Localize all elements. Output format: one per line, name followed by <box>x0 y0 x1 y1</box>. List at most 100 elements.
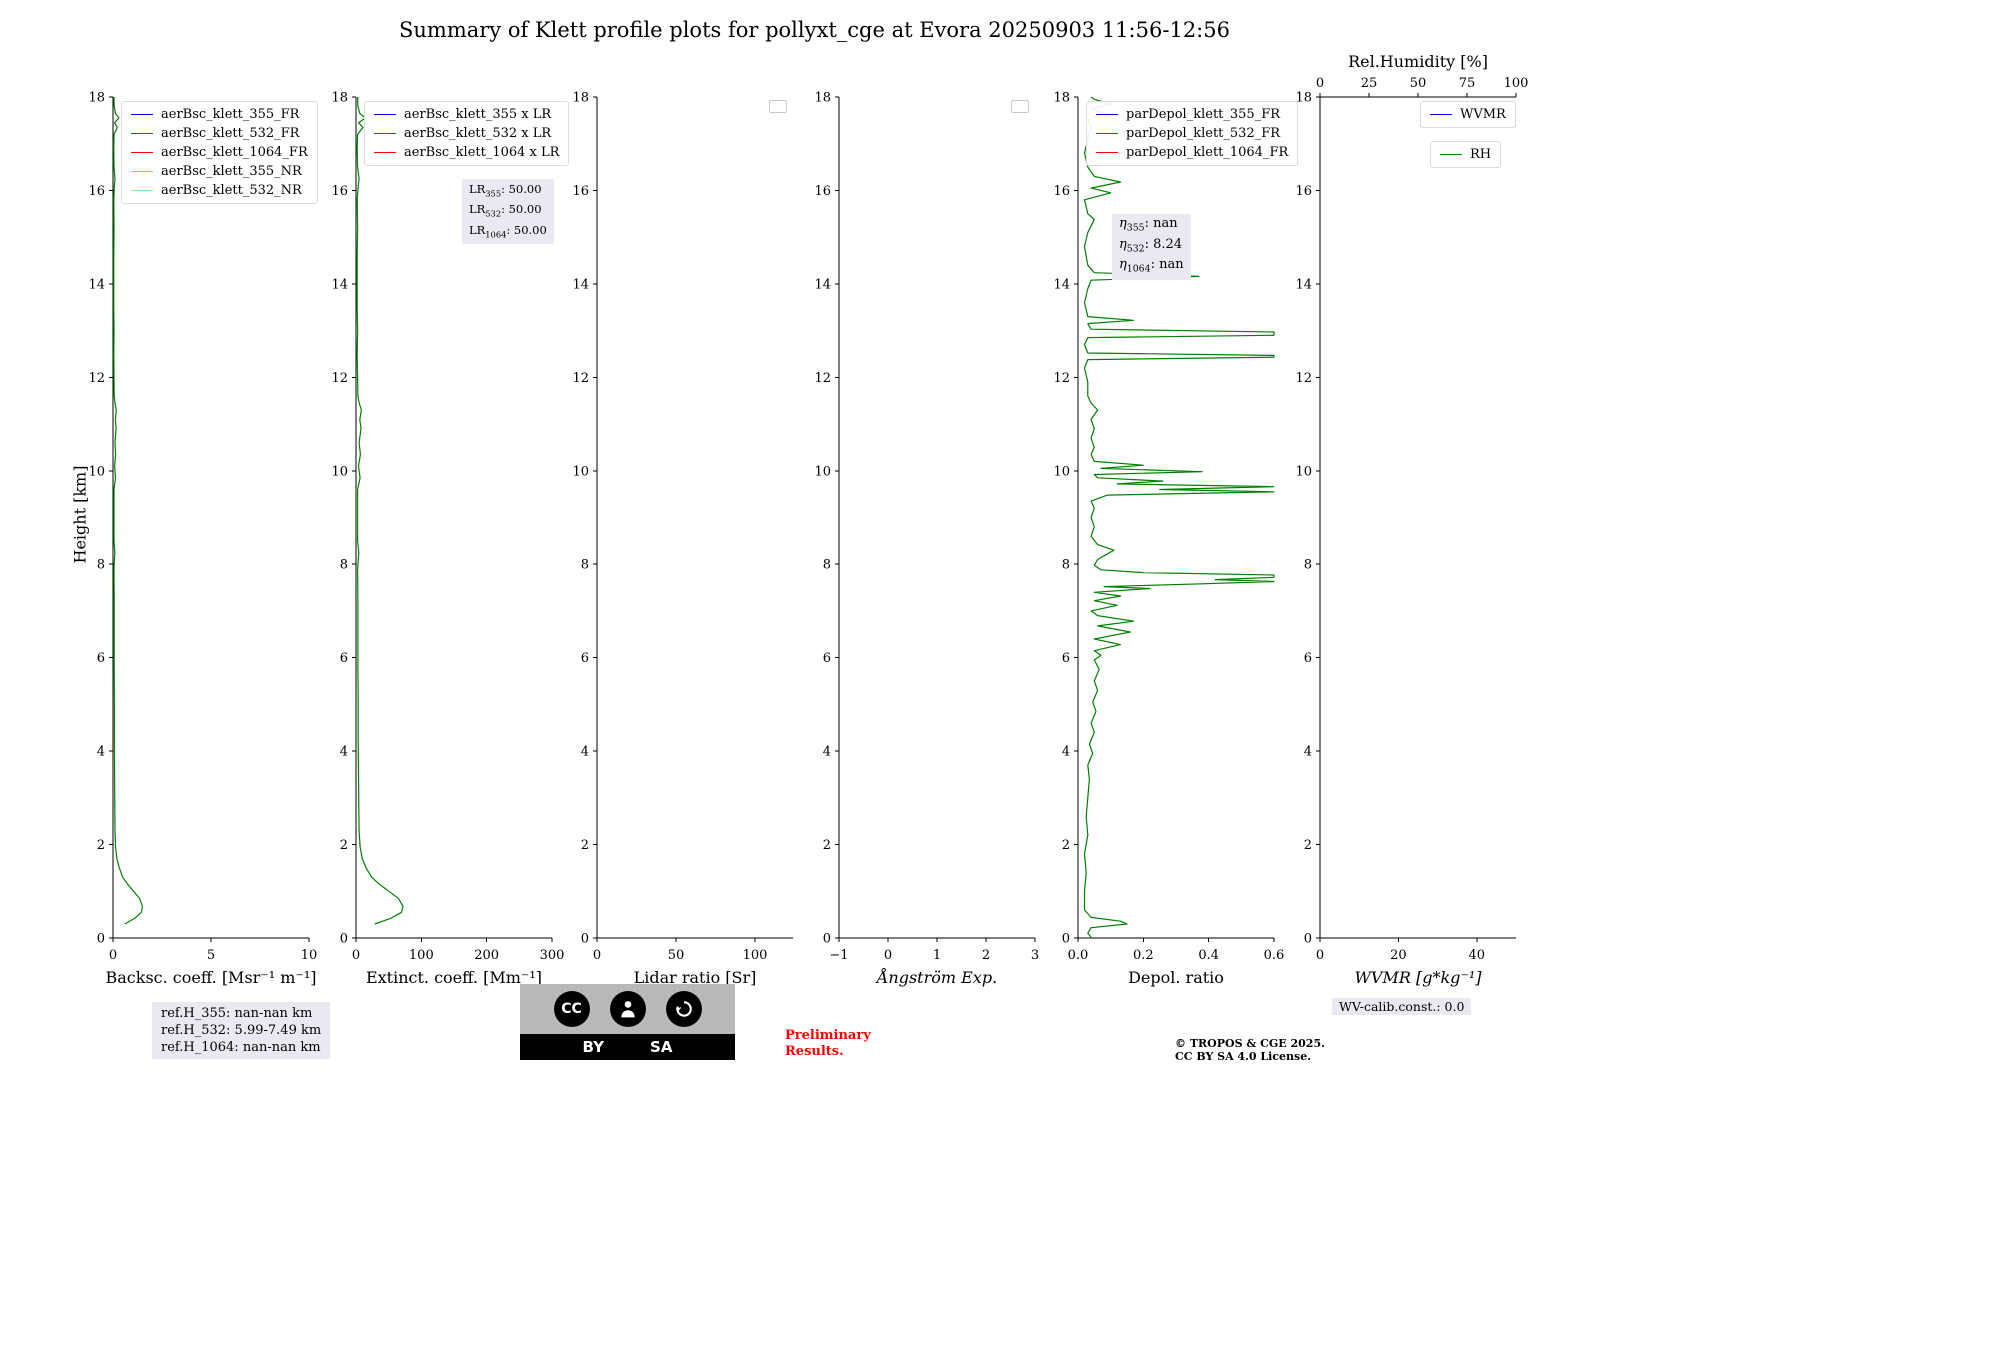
svg-text:18: 18 <box>1053 91 1070 106</box>
preliminary-results-note: Preliminary Results. <box>785 1028 871 1060</box>
svg-text:Lidar ratio [Sr]: Lidar ratio [Sr] <box>634 968 757 987</box>
svg-text:0: 0 <box>593 948 601 963</box>
svg-text:0: 0 <box>352 948 360 963</box>
ref-height-1064: ref.H_1064: nan-nan km <box>161 1040 321 1055</box>
svg-text:2: 2 <box>982 948 990 963</box>
svg-text:18: 18 <box>572 91 589 106</box>
svg-text:16: 16 <box>331 184 348 199</box>
svg-text:6: 6 <box>823 651 831 666</box>
svg-text:18: 18 <box>331 91 348 106</box>
svg-text:12: 12 <box>331 371 348 386</box>
svg-text:4: 4 <box>340 745 348 760</box>
svg-text:4: 4 <box>97 745 105 760</box>
svg-text:14: 14 <box>572 277 589 292</box>
svg-text:0.0: 0.0 <box>1068 948 1089 963</box>
svg-text:0: 0 <box>884 948 892 963</box>
svg-text:200: 200 <box>474 948 499 963</box>
svg-text:0.4: 0.4 <box>1198 948 1219 963</box>
svg-text:2: 2 <box>823 838 831 853</box>
svg-text:0: 0 <box>581 932 589 947</box>
svg-text:14: 14 <box>1295 277 1312 292</box>
svg-text:−1: −1 <box>829 948 848 963</box>
svg-text:6: 6 <box>340 651 348 666</box>
svg-text:8: 8 <box>1062 558 1070 573</box>
series-aerBsc_klett_532_FR <box>113 96 143 925</box>
share-alike-icon <box>665 991 702 1027</box>
copyright-line2: CC BY SA 4.0 License. <box>1175 1050 1312 1063</box>
ref-height-355: ref.H_355: nan-nan km <box>161 1006 313 1021</box>
cc-by-sa-text: BY SA <box>520 1034 735 1060</box>
svg-text:14: 14 <box>331 277 348 292</box>
svg-text:12: 12 <box>814 371 831 386</box>
panel-extinction: 0 2 4 6 8 10 12 14 16 18 0 100 200 300 Extinct. coeff.… <box>331 91 564 988</box>
copyright-line1: © TROPOS & CGE 2025. <box>1175 1037 1325 1050</box>
svg-text:6: 6 <box>581 651 589 666</box>
wv-calibration-note: WV-calib.const.: 0.0 <box>1332 998 1472 1015</box>
svg-text:16: 16 <box>1295 184 1312 199</box>
series-aerBsc_klett_532_xLR <box>356 96 404 925</box>
svg-text:0.6: 0.6 <box>1264 948 1285 963</box>
panel-lidar-ratio: 0 2 4 6 8 10 12 14 16 18 0 50 100 Lidar ratio [Sr] <box>572 91 793 987</box>
svg-text:4: 4 <box>581 745 589 760</box>
cc-sa-label: SA <box>650 1038 673 1056</box>
attribution-person-icon <box>609 991 646 1027</box>
svg-text:2: 2 <box>340 838 348 853</box>
svg-text:12: 12 <box>1295 371 1312 386</box>
svg-text:6: 6 <box>97 651 105 666</box>
svg-text:0: 0 <box>97 932 105 947</box>
panel-depol: 0 2 4 6 8 10 12 14 16 18 0.0 0.2 0.4 0.6 Depol. ratio <box>1053 91 1284 988</box>
svg-text:0: 0 <box>1062 932 1070 947</box>
svg-text:8: 8 <box>340 558 348 573</box>
preliminary-line2: Results. <box>785 1044 844 1059</box>
cc-license-badge: CC BY SA <box>520 984 735 1060</box>
svg-text:14: 14 <box>1053 277 1070 292</box>
svg-text:10: 10 <box>331 464 348 479</box>
svg-text:8: 8 <box>581 558 589 573</box>
svg-text:14: 14 <box>88 277 105 292</box>
svg-text:4: 4 <box>1304 745 1312 760</box>
svg-text:10: 10 <box>572 464 589 479</box>
panel-backscatter: 0 2 4 6 8 10 12 14 16 18 0 5 10 Backsc. coeff. [Msr⁻¹… <box>88 91 317 988</box>
svg-text:4: 4 <box>823 745 831 760</box>
svg-text:100: 100 <box>743 948 768 963</box>
svg-text:14: 14 <box>814 277 831 292</box>
svg-text:16: 16 <box>1053 184 1070 199</box>
svg-text:6: 6 <box>1304 651 1312 666</box>
svg-text:18: 18 <box>88 91 105 106</box>
svg-text:Rel.Humidity [%]: Rel.Humidity [%] <box>1348 52 1488 71</box>
svg-text:0: 0 <box>109 948 117 963</box>
svg-text:8: 8 <box>97 558 105 573</box>
svg-text:0: 0 <box>1316 76 1324 91</box>
svg-text:0: 0 <box>1316 948 1324 963</box>
svg-text:WVMR [g*kg⁻¹]: WVMR [g*kg⁻¹] <box>1354 968 1482 987</box>
svg-text:20: 20 <box>1390 948 1407 963</box>
svg-text:0.2: 0.2 <box>1133 948 1154 963</box>
series-parDepol_klett_532_FR <box>1083 96 1275 938</box>
svg-text:4: 4 <box>1062 745 1070 760</box>
svg-text:100: 100 <box>409 948 434 963</box>
reference-heights-note: ref.H_355: nan-nan km ref.H_532: 5.99-7.… <box>152 1002 331 1059</box>
svg-text:10: 10 <box>88 464 105 479</box>
svg-text:8: 8 <box>823 558 831 573</box>
svg-text:300: 300 <box>540 948 565 963</box>
svg-text:0: 0 <box>823 932 831 947</box>
svg-text:5: 5 <box>207 948 215 963</box>
svg-text:Backsc. coeff. [Msr⁻¹ m⁻¹]: Backsc. coeff. [Msr⁻¹ m⁻¹] <box>105 968 316 987</box>
svg-text:Depol. ratio: Depol. ratio <box>1128 968 1224 987</box>
svg-text:Ångström Exp.: Ångström Exp. <box>875 967 997 987</box>
panel-wvmr: 0 2 4 6 8 10 12 14 16 18 0 20 40 WVMR [g*kg⁻¹] 0 25 50 75… <box>1295 52 1528 987</box>
svg-text:8: 8 <box>1304 558 1312 573</box>
svg-text:2: 2 <box>1304 838 1312 853</box>
cc-icons-row: CC <box>520 984 735 1034</box>
svg-text:2: 2 <box>1062 838 1070 853</box>
svg-text:18: 18 <box>1295 91 1312 106</box>
svg-text:16: 16 <box>814 184 831 199</box>
svg-text:2: 2 <box>97 838 105 853</box>
svg-text:50: 50 <box>1410 76 1427 91</box>
figure-title: Summary of Klett profile plots for polly… <box>399 18 1230 42</box>
ref-height-532: ref.H_532: 5.99-7.49 km <box>161 1023 322 1038</box>
svg-text:75: 75 <box>1459 76 1476 91</box>
